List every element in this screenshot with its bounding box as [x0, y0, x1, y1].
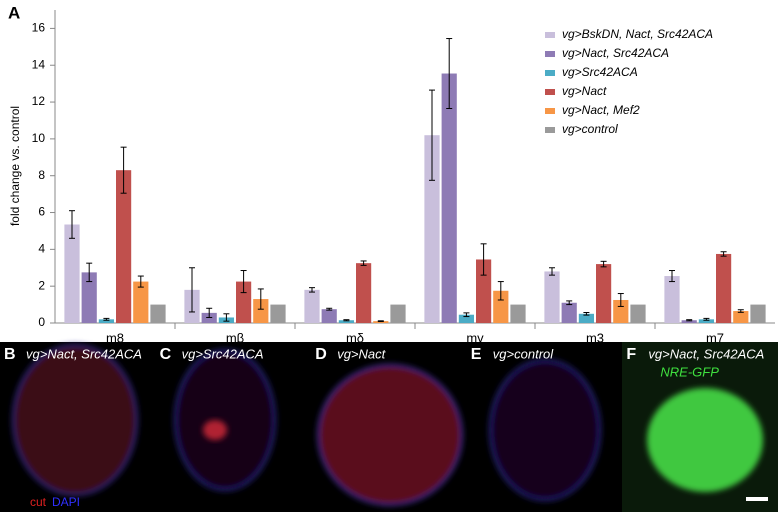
panel-letter: D	[315, 346, 327, 363]
scale-bar	[746, 497, 768, 501]
legend-label: vg>Nact, Src42ACA	[562, 46, 669, 60]
x-tick-label: mγ	[466, 330, 484, 345]
bar	[424, 135, 440, 323]
bar	[510, 304, 526, 323]
bar	[338, 320, 354, 323]
panel-caption: vg>control	[493, 346, 554, 361]
bar	[698, 319, 714, 323]
bar	[733, 311, 749, 323]
legend-swatch	[545, 127, 555, 133]
legend-label: vg>Src42ACA	[562, 65, 638, 79]
panel-letter: B	[4, 346, 16, 363]
bar	[544, 271, 560, 323]
panel-letter: C	[160, 346, 172, 363]
tissue	[174, 349, 276, 491]
y-tick-label: 16	[32, 21, 46, 35]
y-tick-label: 2	[38, 278, 45, 292]
bar	[596, 264, 612, 323]
bar	[236, 281, 252, 323]
legend-swatch	[545, 70, 555, 76]
panel-caption: vg>Src42ACA	[182, 346, 264, 361]
legend-label: vg>Nact	[562, 84, 607, 98]
y-tick-label: 4	[38, 242, 45, 256]
y-tick-label: 10	[32, 131, 46, 145]
bar	[150, 304, 166, 323]
y-tick-label: 6	[38, 205, 45, 219]
bar	[630, 304, 646, 323]
bar	[64, 224, 80, 323]
bar	[664, 276, 680, 323]
bar	[458, 314, 474, 323]
x-tick-label: m8	[106, 330, 124, 345]
tissue	[489, 359, 601, 501]
y-tick-label: 0	[38, 315, 45, 329]
stain-label: DAPI	[52, 495, 80, 509]
panel-caption: NRE-GFP	[660, 364, 719, 379]
bar	[373, 321, 389, 323]
bar	[304, 289, 320, 323]
legend-swatch	[545, 108, 555, 114]
legend-label: vg>BskDN, Nact, Src42ACA	[562, 27, 713, 41]
tissue-gfp	[647, 388, 763, 492]
panel-letter: E	[471, 346, 482, 363]
stain-label: cut	[30, 495, 47, 509]
bar	[253, 299, 269, 323]
y-tick-label: 8	[38, 168, 45, 182]
bar	[476, 259, 492, 323]
panel-caption: vg>Nact	[337, 346, 386, 361]
bar	[98, 319, 114, 323]
tissue-signal	[203, 420, 227, 440]
bar	[493, 290, 509, 323]
x-tick-label: mβ	[226, 330, 244, 345]
legend-swatch	[545, 89, 555, 95]
tissue	[12, 344, 138, 496]
legend-swatch	[545, 32, 555, 38]
y-tick-label: 12	[32, 94, 46, 108]
bar	[750, 304, 766, 323]
bar	[578, 313, 594, 323]
bar	[681, 320, 697, 323]
panel-caption: vg>Nact, Src42ACA	[648, 346, 764, 361]
bar	[133, 281, 149, 323]
bar	[356, 263, 372, 323]
panel-caption: vg>Nact, Src42ACA	[26, 346, 142, 361]
legend-swatch	[545, 51, 555, 57]
bar	[270, 304, 286, 323]
legend-label: vg>Nact, Mef2	[562, 103, 640, 117]
bar	[81, 272, 97, 323]
bar	[116, 170, 132, 323]
x-tick-label: m3	[586, 330, 604, 345]
x-tick-label: m7	[706, 330, 724, 345]
image-panels	[0, 342, 778, 512]
panel-letter: A	[8, 3, 20, 22]
bar	[613, 299, 629, 323]
legend-label: vg>control	[562, 122, 618, 136]
panel-letter: F	[626, 346, 636, 363]
y-tick-label: 14	[32, 57, 46, 71]
bar	[321, 309, 337, 323]
bar	[390, 304, 406, 323]
x-tick-label: mδ	[346, 330, 364, 345]
tissue	[317, 364, 463, 506]
bar	[441, 73, 457, 323]
bar	[561, 302, 577, 323]
bar	[716, 253, 732, 323]
y-axis-label: fold change vs. control	[8, 106, 22, 226]
